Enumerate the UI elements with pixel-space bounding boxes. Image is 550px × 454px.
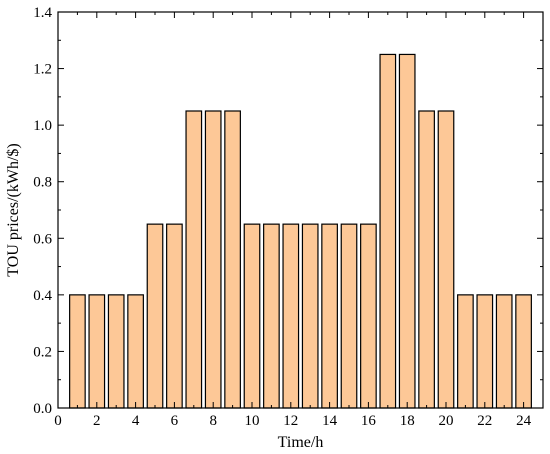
x-tick-label: 10: [245, 413, 260, 429]
bar-hour-1: [69, 294, 86, 409]
bars-group: [69, 53, 532, 409]
y-tick-label: 0.2: [33, 344, 52, 360]
y-axis-title: TOU prices/(kWh/$): [5, 143, 22, 276]
x-tick-label: 24: [516, 413, 532, 429]
bar-hour-6: [166, 223, 183, 409]
bar-hour-4: [127, 294, 144, 409]
bar-hour-22: [476, 294, 494, 409]
bar-hour-5: [146, 223, 164, 409]
bar-hour-12: [282, 223, 300, 409]
bar-hour-19: [418, 110, 435, 409]
bar-hour-23: [495, 294, 513, 409]
y-tick-label: 0.6: [33, 231, 52, 247]
x-tick-label: 14: [322, 413, 338, 429]
x-tick-label: 18: [400, 413, 415, 429]
bar-hour-2: [88, 294, 106, 409]
bar-hour-8: [204, 110, 222, 409]
y-tick-label: 1.4: [33, 5, 52, 21]
bar-hour-10: [243, 223, 261, 409]
y-tick-label: 0.8: [33, 175, 52, 191]
bar-hour-16: [360, 223, 377, 409]
bar-hour-7: [185, 110, 203, 409]
bar-hour-11: [263, 223, 280, 409]
bar-hour-3: [107, 294, 125, 409]
x-tick-label: 2: [93, 413, 101, 429]
x-tick-label: 6: [171, 413, 179, 429]
axes-group: 0 2 4 6 8 10 12 14 16 18 20 22 240.00.20.40.60.81.01…: [33, 5, 544, 429]
y-tick-label: 0.4: [33, 288, 52, 304]
bar-hour-21: [457, 294, 474, 409]
bar-hour-24: [515, 294, 532, 409]
x-axis-title: Time/h: [278, 434, 324, 451]
y-tick-label: 1.2: [33, 62, 52, 78]
x-tick-label: 20: [439, 413, 454, 429]
bar-hour-14: [321, 223, 338, 409]
bar-hour-13: [301, 223, 319, 409]
x-tick-label: 16: [361, 413, 377, 429]
bar-hour-17: [379, 53, 397, 409]
y-tick-label: 1.0: [33, 118, 52, 134]
bar-hour-20: [437, 110, 455, 409]
y-tick-label: 0.0: [33, 401, 52, 417]
bar-hour-15: [340, 223, 358, 409]
x-tick-label: 12: [283, 413, 298, 429]
x-tick-label: 4: [132, 413, 140, 429]
bar-hour-18: [398, 53, 416, 409]
bar-hour-9: [224, 110, 241, 409]
x-tick-label: 22: [477, 413, 492, 429]
x-tick-label: 8: [209, 413, 217, 429]
x-tick-label: 0: [54, 413, 62, 429]
